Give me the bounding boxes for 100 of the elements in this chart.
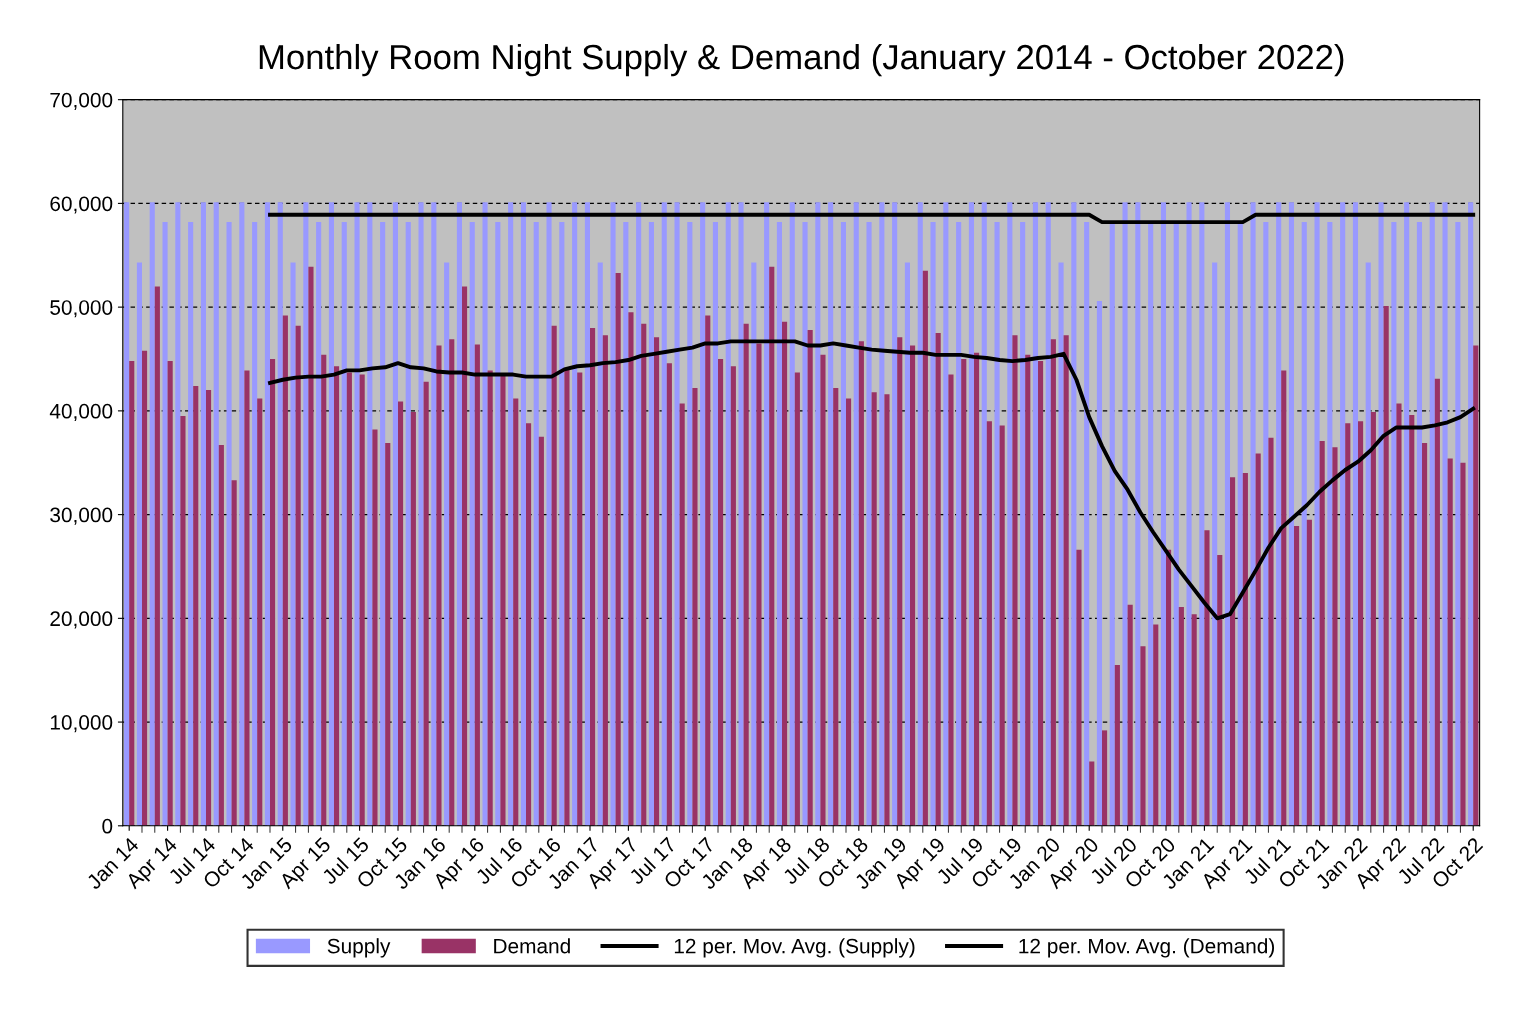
bar: [628, 312, 634, 826]
bar: [935, 333, 941, 826]
bar: [943, 202, 949, 826]
bar: [1160, 202, 1167, 826]
bar: [526, 423, 532, 826]
bar: [904, 262, 911, 826]
legend-label: 12 per. Mov. Avg. (Demand): [1019, 938, 1275, 958]
bar: [1281, 370, 1287, 826]
bar: [948, 374, 954, 826]
y-tick-label: 0: [102, 818, 113, 834]
bar: [226, 222, 232, 826]
bar: [1455, 222, 1461, 826]
bar: [180, 416, 186, 826]
bar: [367, 202, 373, 826]
bar: [474, 344, 480, 826]
bar: [1012, 335, 1018, 826]
bar: [167, 361, 173, 826]
bar: [764, 202, 770, 826]
bar: [1173, 222, 1179, 826]
bar: [1089, 761, 1095, 826]
bar: [385, 443, 391, 826]
bar: [1224, 202, 1231, 826]
bar: [462, 286, 468, 826]
bar: [879, 202, 885, 826]
bar: [623, 222, 629, 826]
bar: [999, 425, 1005, 826]
bar: [1314, 202, 1320, 826]
bar: [436, 345, 442, 826]
bar: [1396, 403, 1402, 826]
bar: [974, 352, 980, 826]
bar: [1268, 437, 1274, 826]
bar: [1263, 222, 1269, 826]
bar: [359, 374, 365, 826]
bar: [679, 403, 685, 826]
y-tick-label: 30,000: [50, 507, 113, 525]
bar: [871, 392, 877, 826]
bar: [546, 202, 552, 826]
bar: [1096, 300, 1103, 826]
bar: [239, 202, 245, 826]
bar: [295, 325, 301, 826]
bar: [1063, 335, 1069, 826]
bar: [1076, 549, 1082, 826]
bar: [1045, 202, 1051, 826]
bar: [495, 222, 501, 826]
bar: [231, 480, 237, 826]
bar: [968, 202, 975, 826]
bar: [1416, 222, 1423, 826]
bar: [833, 388, 839, 826]
bar: [700, 202, 706, 826]
bar: [897, 337, 903, 826]
bar: [1122, 202, 1128, 826]
bar: [1114, 665, 1120, 826]
bar: [1301, 222, 1307, 826]
bar: [1166, 549, 1172, 826]
legend-label: Demand: [494, 938, 570, 954]
bar: [956, 222, 962, 826]
bar: [482, 202, 488, 826]
bar: [807, 329, 813, 826]
bar: [981, 202, 987, 826]
bar: [520, 202, 526, 826]
bar: [1276, 202, 1282, 826]
bar: [1007, 202, 1013, 826]
bar: [270, 359, 276, 826]
bar: [1332, 447, 1338, 826]
bar: [469, 222, 475, 826]
bar: [666, 363, 672, 826]
bar: [392, 202, 398, 826]
bar: [572, 202, 578, 826]
legend-label: Supply: [327, 938, 391, 958]
bar: [564, 369, 570, 826]
bar: [1186, 202, 1192, 826]
bar: [674, 202, 680, 826]
bar: [866, 222, 872, 826]
bar: [1358, 421, 1364, 826]
bar: [648, 222, 654, 826]
bar: [705, 315, 711, 826]
bar: [124, 202, 130, 826]
bar: [1204, 530, 1210, 826]
bar: [1306, 519, 1312, 826]
bar: [444, 262, 450, 826]
bar: [712, 222, 718, 826]
bar: [615, 272, 621, 826]
bar: [602, 335, 608, 826]
bar: [380, 222, 386, 826]
bar: [175, 202, 181, 826]
bar: [725, 202, 731, 826]
bar: [213, 202, 219, 826]
bar: [743, 323, 749, 826]
bar: [136, 262, 142, 826]
bar: [853, 202, 859, 826]
bar: [654, 337, 660, 826]
bar: [769, 266, 775, 826]
y-tick-label: 70,000: [50, 92, 113, 110]
bar: [508, 202, 514, 826]
bar: [782, 321, 788, 826]
bar: [346, 372, 352, 826]
bar: [354, 202, 360, 826]
bar: [244, 370, 250, 826]
bar: [1473, 345, 1479, 826]
bar: [533, 222, 539, 826]
